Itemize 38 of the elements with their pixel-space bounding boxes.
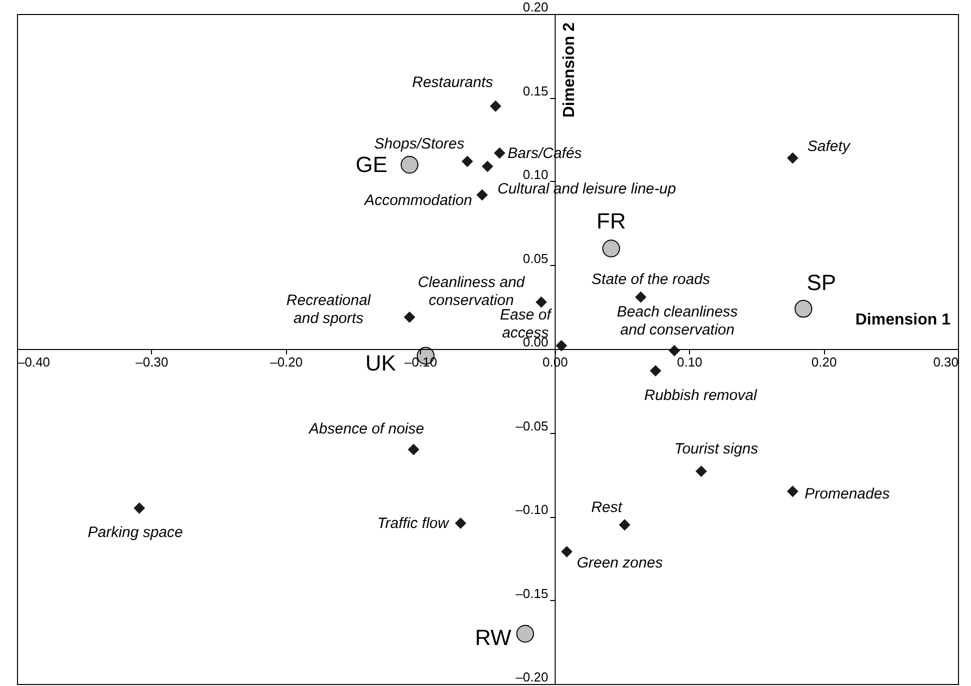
annotation: Promenades: [804, 485, 890, 502]
x-tick-label: 0.10: [676, 354, 702, 370]
annotation: Traffic flow: [377, 515, 450, 532]
annotation: GE: [356, 152, 388, 177]
annotation: Beach cleanliness and conservation: [616, 304, 738, 339]
x-tick-label: 0.20: [811, 354, 837, 370]
y-tick-label: –0.05: [516, 418, 548, 434]
annotation: UK: [365, 350, 396, 376]
x-tick-label: –0.10: [404, 354, 438, 370]
annotation: Accommodation: [364, 192, 472, 209]
annotation: Parking space: [88, 524, 183, 542]
annotation: Restaurants: [412, 74, 494, 92]
x-tick-label: 0.30: [933, 354, 958, 370]
y-tick-label: 0.20: [522, 0, 548, 14]
annotation: State of the roads: [592, 271, 710, 288]
annotation: SP: [806, 270, 836, 295]
annotation: Rubbish removal: [644, 386, 758, 404]
annotation: RW: [475, 624, 512, 650]
annotation: Rest: [591, 498, 623, 516]
y-tick-label: –0.20: [516, 670, 548, 684]
y-tick-label: –0.10: [516, 502, 548, 517]
y-tick-label: 0.05: [522, 250, 548, 266]
y-tick-label: –0.15: [516, 586, 548, 601]
y-tick-label: 0.10: [522, 167, 548, 182]
annotation: Tourist signs: [674, 440, 759, 458]
x-axis-title: Dimension 1: [855, 312, 951, 328]
annotation: FR: [596, 208, 626, 234]
annotation: Cleanliness and conservation: [418, 274, 526, 310]
y-tick-label: 0.15: [522, 83, 548, 98]
x-tick-label: –0.40: [18, 354, 50, 370]
annotation: Safety: [807, 138, 852, 156]
annotation: Absence of noise: [308, 420, 424, 438]
annotation: Shops/Stores: [374, 135, 465, 152]
annotation: Recreational and sports: [286, 292, 372, 328]
y-axis-title: Dimension 2: [561, 22, 578, 118]
x-tick-label: –0.20: [270, 354, 303, 370]
annotation: Green zones: [576, 554, 664, 572]
x-tick-label: –0.30: [136, 354, 168, 370]
